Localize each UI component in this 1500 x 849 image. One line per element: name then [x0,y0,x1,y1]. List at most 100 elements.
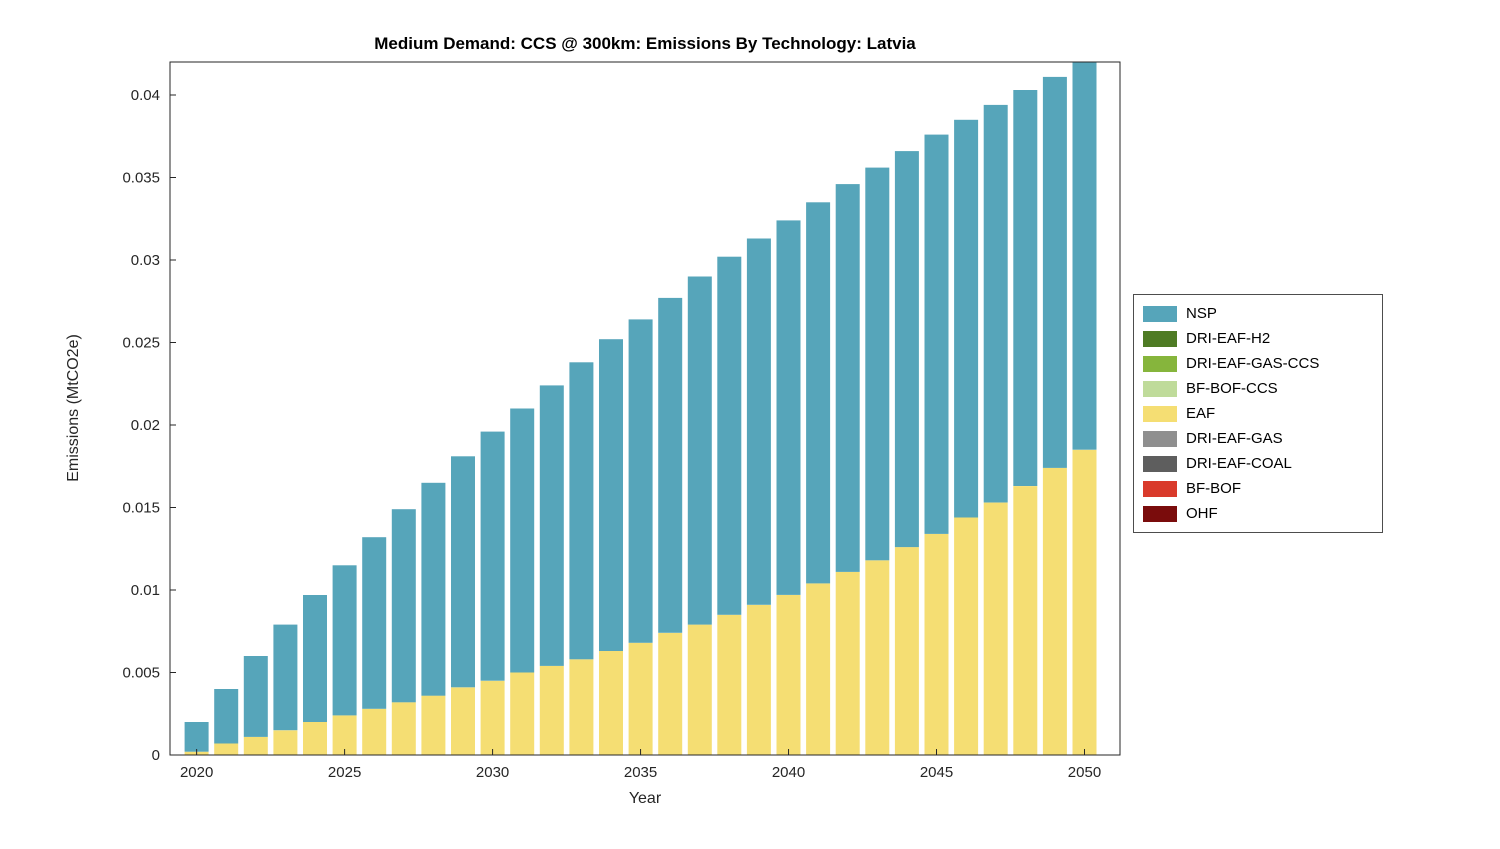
legend-swatch-bf-bof-ccs [1143,380,1177,397]
bar-segment-eaf-2050 [1072,449,1097,755]
bar-segment-nsp-2048 [1013,90,1038,486]
bar-segment-eaf-2034 [599,651,623,755]
legend-label: NSP [1186,305,1217,322]
bar-segment-nsp-2037 [687,276,712,625]
bar-segment-eaf-2031 [510,672,535,755]
bar-segment-nsp-2043 [865,167,890,561]
bar-segment-eaf-2042 [835,571,860,755]
legend-entries: NSP DRI-EAF-H2 DRI-EAF-GAS-CCS BF-BOF-CCS EA… [1143,301,1372,526]
bar-segment-eaf-2037 [687,624,712,755]
x-tick-label-2025: 2025 [328,764,361,781]
legend-label: DRI-EAF-GAS [1186,430,1283,447]
legend-item-eaf: EAF [1143,401,1372,426]
bar-segment-nsp-2029 [451,456,475,688]
x-tick-label-2050: 2050 [1068,764,1101,781]
bar-segment-eaf-2023 [273,730,298,756]
y-tick-label-0.025: 0.025 [122,335,160,352]
legend-item-bf-bof-ccs: BF-BOF-CCS [1143,376,1372,401]
legend-label: OHF [1186,505,1218,522]
bar-segment-nsp-2047 [983,104,1008,503]
bar-segment-nsp-2035 [628,319,653,643]
legend-item-ohf: OHF [1143,501,1372,526]
x-tick-label-2020: 2020 [180,764,213,781]
bar-segment-eaf-2043 [865,560,890,755]
bar-segment-eaf-2035 [628,642,653,755]
bar-segment-nsp-2034 [599,339,623,651]
bar-segment-eaf-2047 [983,502,1008,755]
bar-segment-eaf-2044 [894,547,919,755]
bar-segment-nsp-2028 [421,482,446,696]
bar-segment-nsp-2027 [391,509,416,703]
bar-segment-eaf-2026 [362,708,387,755]
y-tick-label-0.005: 0.005 [122,665,160,682]
bar-segment-nsp-2032 [539,385,564,666]
y-tick-label-0.03: 0.03 [131,252,160,269]
legend-swatch-dri-eaf-h2 [1143,330,1177,347]
bar-segment-nsp-2049 [1042,76,1067,468]
bar-segment-nsp-2025 [332,565,357,716]
y-tick-label-0.01: 0.01 [131,582,160,599]
legend-swatch-dri-eaf-gas-ccs [1143,355,1177,372]
bar-segment-nsp-2023 [273,624,298,731]
bar-segment-eaf-2022 [243,736,268,755]
legend-label: DRI-EAF-COAL [1186,455,1292,472]
bar-segment-eaf-2045 [924,533,949,755]
x-tick-label-2030: 2030 [476,764,509,781]
y-tick-label-0: 0 [152,747,160,764]
bar-segment-eaf-2024 [303,722,327,755]
bars-group [184,62,1097,756]
bar-segment-eaf-2021 [214,743,239,755]
bar-segment-eaf-2039 [746,604,771,755]
bar-segment-eaf-2028 [421,695,446,755]
bar-segment-nsp-2020 [184,722,209,752]
legend-label: EAF [1186,405,1216,422]
x-tick-label-2040: 2040 [772,764,805,781]
y-tick-label-0.02: 0.02 [131,417,160,434]
plot-box [169,61,1121,756]
bar-segment-nsp-2021 [214,689,239,744]
bar-segment-eaf-2038 [717,614,742,756]
legend-item-dri-eaf-gas: DRI-EAF-GAS [1143,426,1372,451]
y-tick-label-0.015: 0.015 [122,500,160,517]
bar-segment-eaf-2032 [539,665,564,755]
legend: NSP DRI-EAF-H2 DRI-EAF-GAS-CCS BF-BOF-CCS EA… [1133,294,1383,533]
legend-label: BF-BOF-CCS [1186,380,1278,397]
bar-segment-nsp-2038 [717,256,742,615]
x-axis-label: Year [629,790,662,807]
bar-segment-nsp-2030 [480,431,505,681]
bar-segment-eaf-2033 [569,659,594,755]
legend-item-dri-eaf-h2: DRI-EAF-H2 [1143,326,1372,351]
legend-swatch-bf-bof [1143,480,1177,497]
bar-segment-eaf-2040 [776,595,801,755]
bar-segment-eaf-2049 [1042,467,1067,755]
legend-label: BF-BOF [1186,480,1241,497]
y-tick-label-0.04: 0.04 [131,87,160,104]
bar-segment-eaf-2041 [806,583,831,755]
legend-item-dri-eaf-coal: DRI-EAF-COAL [1143,451,1372,476]
legend-item-dri-eaf-gas-ccs: DRI-EAF-GAS-CCS [1143,351,1372,376]
bar-segment-eaf-2048 [1013,486,1038,755]
bar-segment-nsp-2039 [746,238,771,605]
bar-segment-nsp-2036 [658,297,683,633]
bar-segment-nsp-2024 [303,595,327,722]
bar-segment-nsp-2045 [924,134,949,534]
legend-item-nsp: NSP [1143,301,1372,326]
legend-label: DRI-EAF-H2 [1186,330,1271,347]
bar-segment-eaf-2036 [658,632,683,755]
x-tick-label-2035: 2035 [624,764,657,781]
legend-swatch-dri-eaf-coal [1143,455,1177,472]
bar-segment-eaf-2025 [332,715,357,755]
bar-segment-eaf-2030 [480,680,505,756]
bar-segment-nsp-2044 [894,151,919,548]
legend-swatch-eaf [1143,405,1177,422]
y-axis-label: Emissions (MtCO2e) [65,334,82,482]
bar-segment-nsp-2041 [806,202,831,584]
bar-segment-nsp-2022 [243,656,268,737]
bar-segment-nsp-2026 [362,537,387,709]
bar-segment-eaf-2029 [451,687,475,755]
bar-segment-nsp-2033 [569,362,594,660]
legend-swatch-ohf [1143,505,1177,522]
bar-segment-nsp-2042 [835,184,860,572]
y-tick-label-0.035: 0.035 [122,170,160,187]
legend-swatch-dri-eaf-gas [1143,430,1177,447]
